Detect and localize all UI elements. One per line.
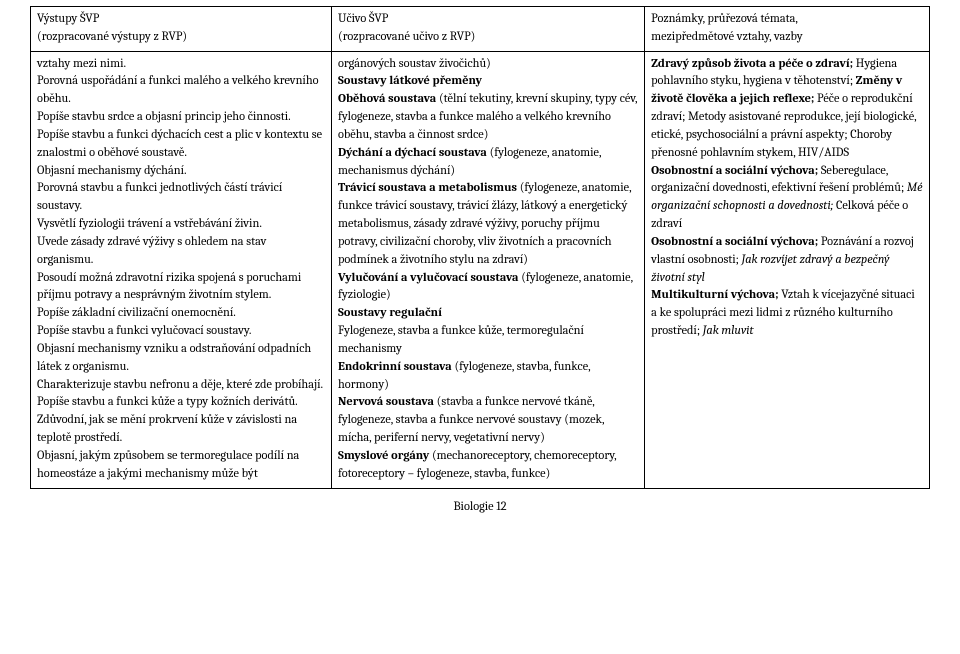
header-col3-line2: mezipředmětové vztahy, vazby: [651, 30, 803, 44]
text: orgánových soustav živočichů): [338, 57, 491, 71]
header-col3: Poznámky, průřezová témata, mezipředměto…: [645, 7, 930, 52]
bold-text: Osobnostní a sociální výchova;: [651, 164, 818, 178]
page: Výstupy ŠVP (rozpracované výstupy z RVP)…: [0, 0, 960, 516]
text: vztahy mezi nimi.: [37, 57, 126, 71]
bold-text: Soustavy regulační: [338, 306, 442, 320]
text: Porovná uspořádání a funkci malého a vel…: [37, 74, 319, 106]
bold-text: Smyslové orgány: [338, 449, 429, 463]
text: Zdůvodní, jak se mění prokrvení kůže v z…: [37, 413, 297, 445]
header-col3-line1: Poznámky, průřezová témata,: [651, 12, 798, 26]
header-col1-line1: Výstupy ŠVP: [37, 12, 99, 26]
bold-text: Oběhová soustava: [338, 92, 436, 106]
header-col1: Výstupy ŠVP (rozpracované výstupy z RVP): [31, 7, 332, 52]
bold-text: Soustavy látkové přeměny: [338, 74, 482, 88]
bold-text: Osobnostní a sociální výchova;: [651, 235, 818, 249]
table-header-row: Výstupy ŠVP (rozpracované výstupy z RVP)…: [31, 7, 930, 52]
text: Objasní mechanismy vzniku a odstraňování…: [37, 342, 311, 374]
text: Fylogeneze, stavba a funkce kůže, termor…: [338, 324, 584, 356]
bold-text: Trávicí soustava a metabolismus: [338, 181, 517, 195]
table-body-row: vztahy mezi nimi. Porovná uspořádání a f…: [31, 51, 930, 488]
bold-text: Vylučování a vylučovací soustava: [338, 271, 519, 285]
text: Objasní mechanismy dýchání.: [37, 164, 187, 178]
text: Porovná stavbu a funkci jednotlivých čás…: [37, 181, 282, 213]
bold-text: Dýchání a dýchací soustava: [338, 146, 487, 160]
text: Popíše stavbu a funkci kůže a typy kožní…: [37, 395, 298, 409]
header-col2-line2: (rozpracované učivo z RVP): [338, 30, 475, 44]
header-col2-line1: Učivo ŠVP: [338, 12, 388, 26]
bold-text: Nervová soustava: [338, 395, 434, 409]
text: Popíše stavbu srdce a objasní princip je…: [37, 110, 291, 124]
italic-text: Jak mluvit: [703, 324, 754, 338]
text: Charakterizuje stavbu nefronu a děje, kt…: [37, 378, 323, 392]
text: Posoudí možná zdravotní rizika spojená s…: [37, 271, 301, 303]
outcomes-cell: vztahy mezi nimi. Porovná uspořádání a f…: [31, 51, 332, 488]
text: Popíše stavbu a funkci vylučovací sousta…: [37, 324, 251, 338]
text: Uvede zásady zdravé výživy s ohledem na …: [37, 235, 266, 267]
text: Popíše stavbu a funkci dýchacích cest a …: [37, 128, 322, 160]
content-cell: orgánových soustav živočichů) Soustavy l…: [332, 51, 645, 488]
page-footer: Biologie 12: [30, 489, 930, 517]
text: Objasní, jakým způsobem se termoregulace…: [37, 449, 299, 481]
header-col2: Učivo ŠVP (rozpracované učivo z RVP): [332, 7, 645, 52]
bold-text: Multikulturní výchova;: [651, 288, 778, 302]
header-col1-line2: (rozpracované výstupy z RVP): [37, 30, 187, 44]
notes-cell: Zdravý způsob života a péče o zdraví; Hy…: [645, 51, 930, 488]
text: Popíše základní civilizační onemocnění.: [37, 306, 236, 320]
text: Vysvětlí fyziologii trávení a vstřebáván…: [37, 217, 262, 231]
bold-text: Endokrinní soustava: [338, 360, 452, 374]
curriculum-table: Výstupy ŠVP (rozpracované výstupy z RVP)…: [30, 6, 930, 489]
bold-text: Zdravý způsob života a péče o zdraví;: [651, 57, 853, 71]
